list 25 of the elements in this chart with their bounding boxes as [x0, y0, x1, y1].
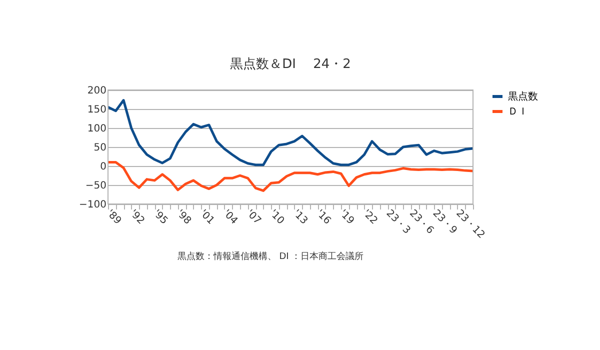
line-series — [108, 99, 473, 166]
legend-label: 黒点数 — [508, 90, 538, 102]
legend-label: ＤＩ — [508, 106, 528, 118]
chart-title: 黒点数＆DI 24・2 — [230, 57, 351, 72]
x-tick-label: '19 — [337, 208, 356, 227]
y-tick-label: 200 — [87, 86, 106, 96]
text: 黒点数：情報通信機構、 DI ：日本商工会議所 — [177, 251, 364, 262]
x-tick-label: '07 — [244, 208, 263, 227]
y-tick-label: 50 — [94, 142, 106, 154]
x-tick-label: '92 — [128, 208, 146, 227]
x-tick-label: '22 — [360, 208, 380, 227]
x-tick-label: '16 — [314, 208, 333, 227]
x-tick-label: '01 — [197, 208, 216, 227]
y-tick-label: 150 — [87, 104, 106, 116]
x-tick-label: '95 — [150, 208, 170, 227]
x-tick-label: '04 — [220, 208, 240, 227]
x-tick-label: '89 — [104, 208, 123, 227]
y-tick-label: 0 — [100, 162, 106, 172]
x-tick-label: '98 — [174, 208, 193, 227]
line-series — [108, 160, 473, 192]
y-tick-label: −100 — [79, 200, 106, 210]
y-tick-label: −50 — [85, 180, 106, 192]
x-tick-label: '10 — [267, 208, 286, 227]
x-tick-label: '13 — [290, 208, 310, 227]
y-tick-label: 100 — [87, 124, 106, 134]
